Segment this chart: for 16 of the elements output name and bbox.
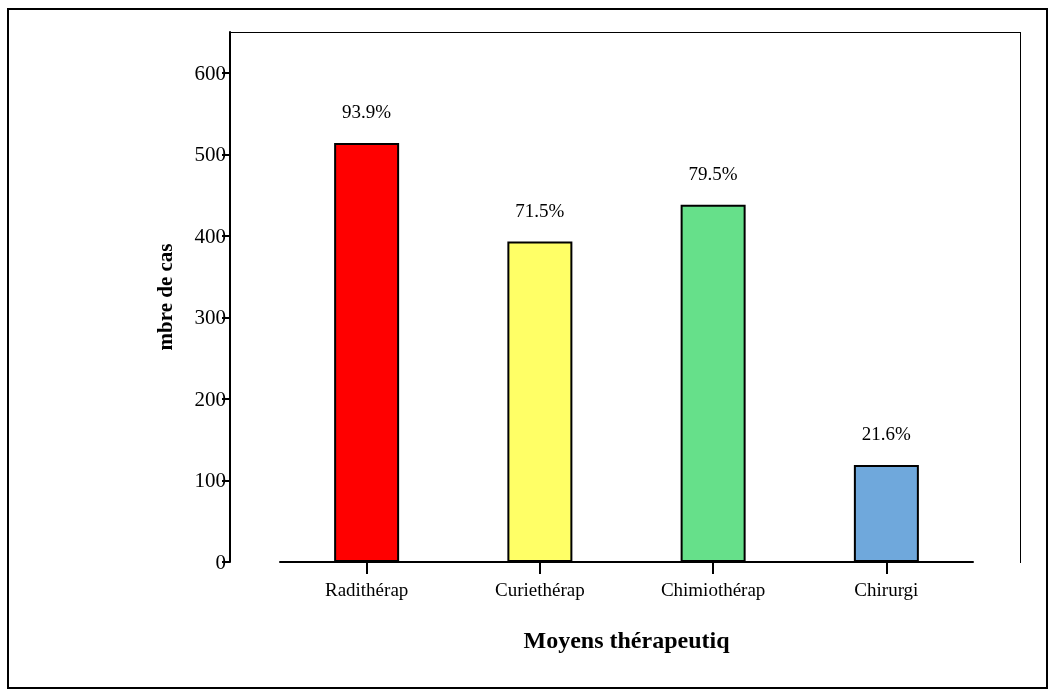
annotation: 71.5%	[515, 199, 565, 221]
annotation: 21.6%	[861, 422, 912, 444]
x-tick-label: Chirurgi	[854, 579, 919, 600]
x-tick-label: Radithérap	[324, 579, 409, 600]
y-tick-label: 200	[194, 386, 226, 411]
y-tick-label: 500	[194, 142, 226, 167]
x-axis-title: Moyens thérapeutiq	[523, 627, 731, 653]
y-tick-label: 100	[194, 468, 226, 493]
x-tick-label: Chimiothérap	[660, 579, 766, 600]
y-axis-title: mbre de cas	[152, 243, 177, 351]
y-tick-label: 600	[194, 60, 226, 85]
y-tick-label: 400	[194, 223, 226, 248]
y-tick-label: 300	[194, 305, 226, 330]
x-tick-label: Curiethérap	[495, 579, 585, 600]
annotation: 93.9%	[342, 100, 392, 122]
annotation: 79.5%	[688, 162, 738, 184]
